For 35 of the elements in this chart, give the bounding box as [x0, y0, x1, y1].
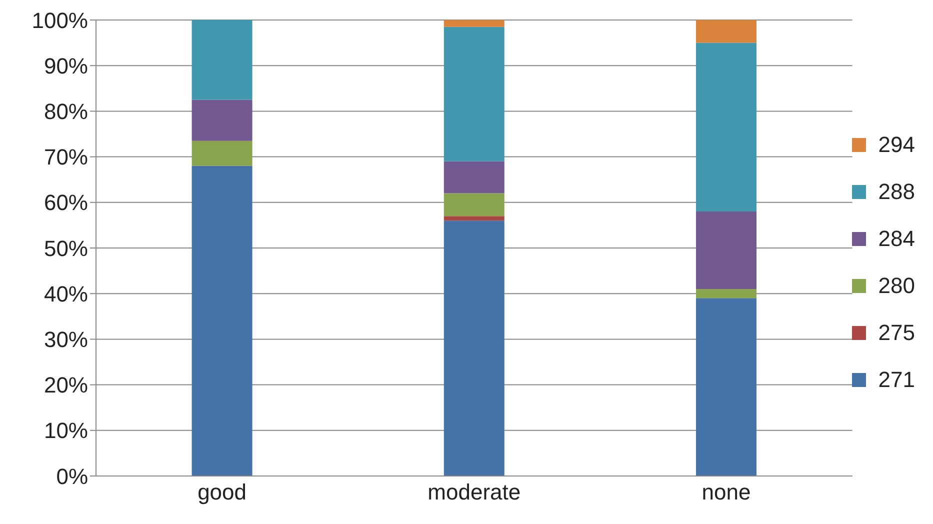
y-tick-label: 100%	[32, 8, 88, 33]
y-tick-label: 10%	[44, 418, 88, 444]
bar	[192, 166, 252, 476]
y-tick-label: 30%	[44, 327, 88, 352]
legend-label: 288	[878, 178, 915, 204]
bar	[696, 20, 756, 43]
x-tick-label: moderate	[428, 480, 521, 505]
y-tick-label: 0%	[56, 464, 88, 489]
y-tick-label: 20%	[44, 372, 88, 398]
legend-label: 275	[878, 320, 915, 346]
bar	[696, 298, 756, 476]
bar	[696, 42, 756, 212]
bar	[444, 220, 504, 476]
legend-label: 271	[878, 366, 915, 392]
bar	[192, 140, 252, 166]
bar	[444, 193, 504, 216]
bar	[444, 20, 504, 27]
bar	[192, 20, 252, 100]
y-tick-label: 90%	[44, 53, 88, 78]
bar	[696, 212, 756, 290]
x-tick-label: good	[198, 480, 247, 505]
legend-label: 294	[878, 132, 915, 158]
legend-label: 280	[878, 272, 915, 298]
bar	[696, 289, 756, 298]
legend-label: 284	[878, 226, 915, 252]
y-tick-label: 50%	[44, 236, 88, 261]
bar	[444, 161, 504, 194]
y-tick-label: 40%	[44, 281, 88, 306]
y-tick-label: 80%	[44, 99, 88, 124]
bar	[444, 26, 504, 162]
x-tick-label: none	[702, 480, 751, 505]
y-tick-label: 70%	[44, 144, 88, 170]
y-tick-label: 60%	[44, 190, 88, 216]
bar	[444, 216, 504, 221]
bar	[192, 100, 252, 141]
